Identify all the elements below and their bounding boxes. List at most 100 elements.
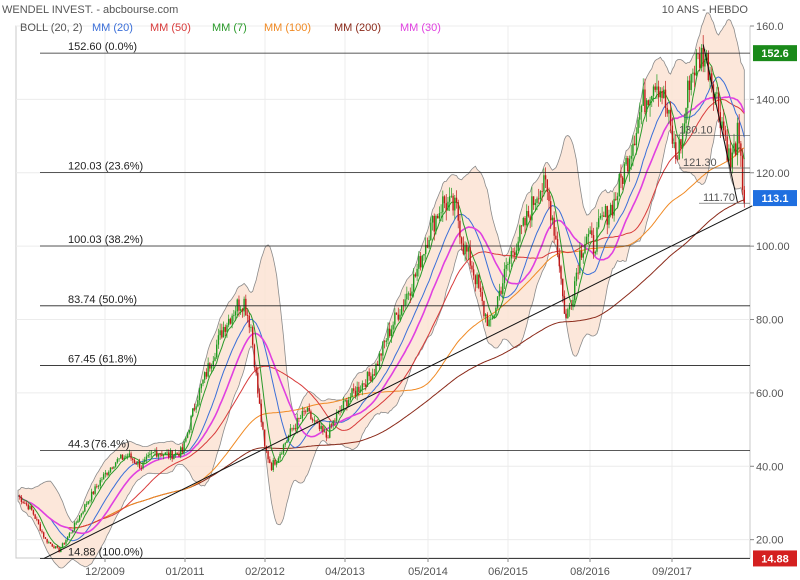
candle-body [118,458,120,460]
candle-body [176,452,179,454]
candle-body [551,217,554,221]
candle-body [454,197,456,211]
candle-body [717,92,720,113]
candle-body [61,543,64,549]
candle-body [251,327,254,345]
candle-body [527,210,530,217]
candle-body [269,459,271,463]
candle-body [522,217,525,226]
candle-body [471,265,473,270]
resistance-line [702,44,738,203]
candle-body [445,203,447,211]
candle-body [543,175,545,192]
candle-body [214,357,216,361]
candle-body [197,400,199,407]
legend-item: MM (20) [92,22,133,34]
candle-body [546,179,548,192]
candle-body [663,89,665,98]
candle-body [202,379,204,384]
candle-body [640,105,643,113]
candle-body [114,462,117,467]
candle-body [310,411,312,420]
candle-body [188,430,190,433]
candle-body [399,314,401,320]
candle-body [544,175,547,180]
candle-body [263,429,266,446]
candle-body [257,372,259,394]
candle-body [39,524,41,531]
candle-body [75,522,77,524]
candle-body [472,269,475,276]
fib-level-label: 44.3 [68,438,89,450]
candle-body [592,235,595,254]
candle-body [168,452,170,458]
candle-body [44,537,47,539]
moving-average-line [17,56,745,549]
candle-body [25,503,28,505]
candle-body [395,312,398,315]
candle-body [286,440,288,444]
candle-body [144,459,146,463]
candle-body [692,72,694,74]
candle-body [227,318,230,326]
candle-body [130,453,132,459]
candle-body [378,353,381,366]
candle-body [490,318,492,320]
candle-body [293,428,295,430]
candle-body [145,456,148,460]
candle-body [676,159,679,160]
candle-body [358,386,360,392]
candle-body [267,451,269,460]
candle-body [389,328,391,336]
candle-body [137,461,139,465]
candle-body [125,456,127,458]
candle-body [440,212,442,214]
candle-body [359,389,362,392]
candle-body [507,263,509,265]
legend-item: MM (200) [334,22,381,34]
candle-body [371,374,374,382]
candle-body [448,196,451,202]
candle-body [356,386,358,396]
candle-body [135,462,137,465]
candle-body [335,413,338,421]
candle-body [77,520,79,523]
candle-body [668,109,670,114]
candle-body [469,247,471,266]
short-level-label: 130.10 [679,125,713,137]
candle-body [186,432,189,438]
candle-body [466,244,468,252]
candle-body [404,299,406,306]
candle-body [190,416,192,431]
candle-body [24,502,26,504]
candle-body [541,191,543,193]
price-badge-label: 152.6 [761,48,789,60]
candle-body [138,461,141,469]
candle-body [216,344,218,358]
candle-body [616,196,619,200]
fib-level-label: 152.60 (0.0%) [68,41,137,53]
candle-body [671,125,674,144]
candle-body [113,466,115,469]
candle-body [688,80,691,90]
candle-body [488,319,490,327]
candle-body [258,393,261,404]
candle-body [678,139,680,160]
price-badges: 152.6 113.1 14.88 [753,45,797,567]
candle-body [623,164,626,184]
candle-body [198,388,201,401]
candle-body [66,536,69,541]
candle-body [275,462,278,465]
short-level-label: 111.70 [703,192,735,204]
candle-body [628,158,631,172]
candle-body [142,462,144,469]
candle-body [82,511,84,514]
candle-body [274,460,276,465]
candle-body [740,143,742,156]
candle-body [377,363,379,366]
candle-body [555,235,557,240]
candle-body [635,133,638,146]
candle-body [442,196,444,213]
candle-body [231,315,233,324]
candle-body [700,47,703,68]
